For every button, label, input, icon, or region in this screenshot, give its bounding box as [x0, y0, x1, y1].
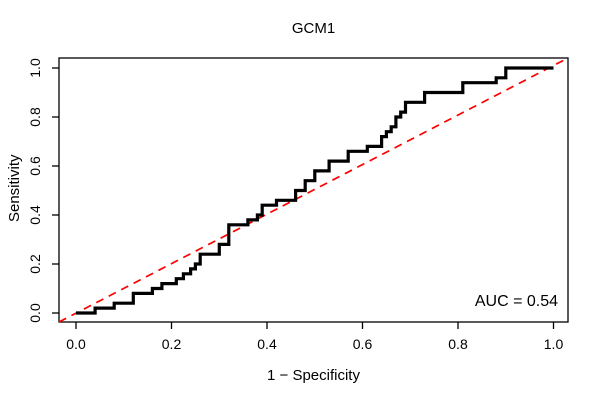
x-tick-label: 0.2	[162, 336, 182, 352]
x-tick-label: 0.6	[353, 336, 373, 352]
x-tick-label: 0.4	[257, 336, 277, 352]
y-tick-label: 0.6	[27, 156, 43, 176]
x-tick-label: 0.8	[448, 336, 468, 352]
x-tick-label: 0.0	[66, 336, 86, 352]
x-tick-label: 1.0	[544, 336, 564, 352]
y-tick-label: 0.4	[27, 205, 43, 225]
plot-title: GCM1	[291, 20, 336, 37]
chance-diagonal-line	[58, 57, 569, 323]
auc-annotation: AUC = 0.54	[474, 293, 558, 310]
y-tick-label: 0.8	[27, 107, 43, 127]
y-tick-label: 0.0	[27, 303, 43, 323]
y-axis-label: Sensitivity	[5, 154, 23, 223]
x-axis-label: 1 − Specificity	[267, 367, 360, 384]
y-tick-label: 0.2	[27, 254, 43, 274]
roc-curve	[76, 66, 554, 315]
plot-box	[58, 57, 569, 323]
y-tick-label: 1.0	[27, 58, 43, 78]
